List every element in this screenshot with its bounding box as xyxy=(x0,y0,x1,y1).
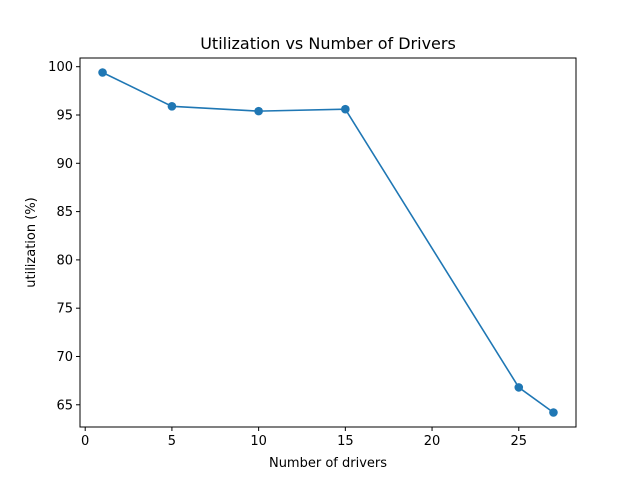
plot-frame xyxy=(79,57,577,428)
data-point xyxy=(167,101,177,111)
data-point xyxy=(341,104,350,114)
y-axis-label: utilization (%) xyxy=(24,197,39,288)
y-tick-label: 65 xyxy=(56,398,73,413)
chart-title: Utilization vs Number of Drivers xyxy=(200,34,456,53)
y-tick-label: 100 xyxy=(48,60,73,75)
x-tick-label: 25 xyxy=(510,434,527,449)
y-tick-label: 70 xyxy=(56,350,73,365)
x-tick-label: 5 xyxy=(168,434,176,449)
data-point xyxy=(549,408,558,417)
x-tick-label: 10 xyxy=(250,434,267,449)
y-tick-label: 95 xyxy=(56,108,73,123)
x-axis-label: Number of drivers xyxy=(269,456,387,471)
y-tick-label: 85 xyxy=(56,205,73,220)
y-tick-label: 80 xyxy=(56,253,73,268)
axis-ticks: 0 5 10 15 20 25 65 70 75 80 85 90 95 100 xyxy=(48,60,527,449)
y-tick-label: 90 xyxy=(56,157,73,172)
data-point xyxy=(514,383,524,392)
x-tick-label: 20 xyxy=(424,434,441,449)
series-line xyxy=(102,71,554,414)
data-point xyxy=(254,106,263,116)
x-tick-label: 0 xyxy=(81,434,89,449)
y-tick-label: 75 xyxy=(56,302,73,317)
data-point xyxy=(98,68,107,77)
x-tick-label: 15 xyxy=(337,434,354,449)
plot-series xyxy=(98,68,558,417)
